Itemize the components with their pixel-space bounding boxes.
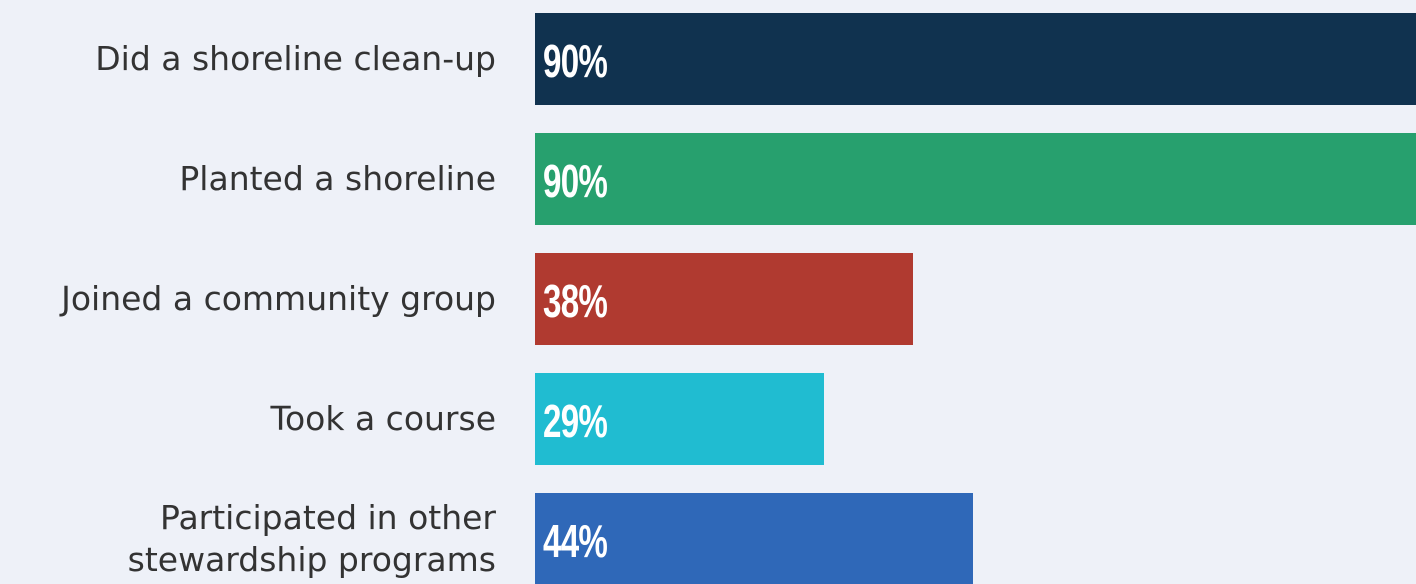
category-label: Joined a community group (61, 279, 496, 318)
value-label: 90% (543, 155, 608, 207)
bar (535, 13, 1416, 105)
bar (535, 253, 914, 345)
value-label: 90% (543, 35, 608, 87)
value-label: 38% (543, 275, 608, 327)
category-label: Participated in other stewardship progra… (127, 498, 496, 579)
value-label: 44% (543, 515, 608, 567)
bar (535, 493, 973, 584)
category-label: Planted a shoreline (179, 159, 496, 198)
category-label: Did a shoreline clean-up (95, 39, 496, 78)
bar (535, 373, 824, 465)
bar (535, 133, 1416, 225)
category-label: Took a course (270, 399, 496, 438)
value-label: 29% (543, 395, 608, 447)
